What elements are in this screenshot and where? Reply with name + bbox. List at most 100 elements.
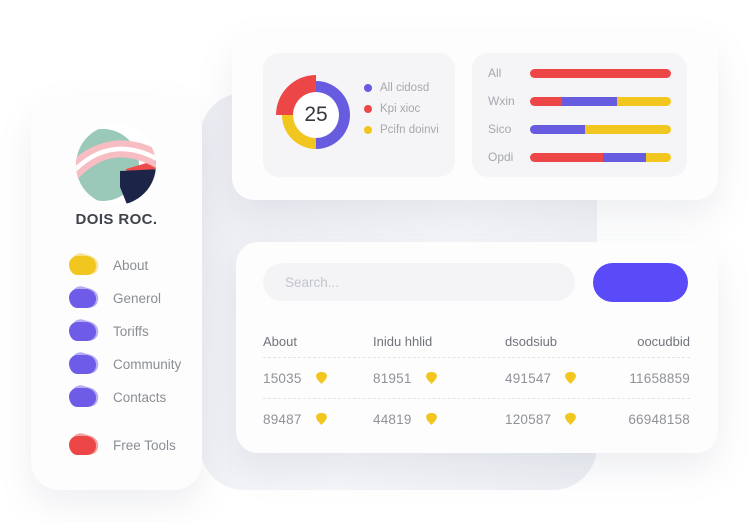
bar-segment	[530, 152, 604, 162]
legend-item: All cidosd	[364, 82, 439, 94]
legend-dot-icon	[364, 84, 372, 92]
blob-icon	[69, 355, 96, 374]
bar-row: Sico	[488, 122, 671, 136]
legend-item: Kpi xioc	[364, 103, 439, 115]
table-cell: 81951	[373, 371, 505, 386]
blob-icon	[69, 436, 96, 455]
sidebar-item-about[interactable]: About	[69, 249, 194, 282]
bar-label: Sico	[488, 122, 512, 136]
background-shape-bottom-right	[640, 498, 749, 523]
legend-label: All cidosd	[380, 82, 430, 94]
donut-center	[293, 92, 339, 138]
primary-action-button[interactable]	[593, 263, 688, 302]
legend-dot-icon	[364, 126, 372, 134]
background-shape-top-left	[0, 0, 192, 56]
shield-icon	[425, 412, 437, 426]
table-cell: 15035	[263, 371, 373, 386]
table-cell: 120587	[505, 412, 615, 427]
column-header: oocudbid	[637, 334, 690, 349]
cell-value: 120587	[505, 411, 552, 427]
donut-svg	[276, 75, 350, 149]
cell-value: 89487	[263, 411, 302, 427]
search-input[interactable]	[263, 263, 575, 301]
bar-segment	[530, 68, 671, 78]
shield-icon	[315, 371, 327, 385]
bar-segment	[617, 96, 671, 106]
bar-row: Wxin	[488, 94, 671, 108]
cell-value: 491547	[505, 370, 552, 386]
sidebar-item-label: About	[113, 258, 149, 273]
stacked-bar	[530, 68, 671, 78]
table-cell: 11658859	[615, 371, 690, 386]
shield-icon	[315, 412, 327, 426]
donut-chart-panel: 25 All cidosd Kpi xioc Pcifn doinvi	[263, 53, 455, 177]
sidebar-item-label: Contacts	[113, 390, 167, 405]
bar-label: Wxin	[488, 94, 515, 108]
shield-icon	[565, 412, 577, 426]
table-cell: 89487	[263, 412, 373, 427]
bar-segment	[530, 124, 585, 134]
logo-navy-wedge	[120, 169, 156, 205]
table-cell: 66948158	[615, 412, 690, 427]
table-card: About Inidu hhlid dsodsiub oocudbid 1503…	[236, 242, 718, 453]
stats-card: 25 All cidosd Kpi xioc Pcifn doinvi All W…	[232, 33, 718, 200]
column-header: dsodsiub	[505, 334, 558, 349]
table-header-row: About Inidu hhlid dsodsiub oocudbid	[263, 326, 690, 357]
table-cell: 44819	[373, 412, 505, 427]
column-header: About	[263, 334, 297, 349]
sidebar-item-label: Toriffs	[113, 324, 149, 339]
table-row: 89487 44819 120587 66948158	[263, 398, 690, 439]
shield-icon	[425, 371, 437, 385]
sidebar-item-generol[interactable]: Generol	[69, 282, 194, 315]
cell-value: 66948158	[628, 411, 690, 427]
donut-segment	[276, 75, 316, 115]
sidebar-item-toriffs[interactable]: Toriffs	[69, 315, 194, 348]
brand-name: DOIS ROC.	[75, 211, 158, 228]
donut-segment	[316, 81, 350, 149]
sidebar-item-label: Generol	[113, 291, 162, 306]
bar-segment	[562, 96, 618, 106]
bar-segment	[603, 152, 646, 162]
donut-segment	[282, 115, 316, 149]
blob-icon	[69, 322, 96, 341]
table-cell: 491547	[505, 371, 615, 386]
donut-chart: 25	[272, 71, 360, 159]
shield-icon	[565, 371, 577, 385]
donut-center-value: 25	[304, 103, 328, 126]
stacked-bar	[530, 152, 671, 162]
cell-value: 44819	[373, 411, 412, 427]
brand-logo	[76, 125, 156, 205]
cell-value: 11658859	[629, 370, 690, 386]
cell-value: 81951	[373, 370, 412, 386]
sidebar-item-label: Community	[113, 357, 182, 372]
chart-legend: All cidosd Kpi xioc Pcifn doinvi	[364, 82, 439, 136]
blob-icon	[69, 289, 96, 308]
stacked-bar	[530, 124, 671, 134]
data-table: About Inidu hhlid dsodsiub oocudbid 1503…	[263, 326, 690, 439]
sidebar-item-label: Free Tools	[113, 438, 176, 453]
sidebar-item-contacts[interactable]: Contacts	[69, 381, 194, 414]
bar-label: Opdi	[488, 150, 514, 164]
legend-label: Kpi xioc	[380, 103, 421, 115]
bar-segment	[530, 96, 563, 106]
sidebar-menu: About Generol Toriffs Community Contacts…	[69, 249, 194, 462]
blob-icon	[69, 388, 96, 407]
stacked-bars-panel: All Wxin Sico Opdi	[472, 53, 687, 177]
legend-item: Pcifn doinvi	[364, 124, 439, 136]
logo-band-stripe	[76, 146, 156, 179]
sidebar: DOIS ROC. About Generol Toriffs Communit…	[31, 99, 202, 490]
stacked-bar	[530, 96, 671, 106]
bar-segment	[645, 152, 671, 162]
legend-dot-icon	[364, 105, 372, 113]
blob-icon	[69, 256, 96, 275]
cell-value: 15035	[263, 370, 302, 386]
sidebar-item-free-tools[interactable]: Free Tools	[69, 429, 194, 462]
table-row: 15035 81951 491547 11658859	[263, 357, 690, 398]
bar-segment	[584, 124, 671, 134]
bar-row: All	[488, 66, 671, 80]
sidebar-item-community[interactable]: Community	[69, 348, 194, 381]
bar-row: Opdi	[488, 150, 671, 164]
column-header: Inidu hhlid	[373, 334, 433, 349]
legend-label: Pcifn doinvi	[380, 124, 439, 136]
